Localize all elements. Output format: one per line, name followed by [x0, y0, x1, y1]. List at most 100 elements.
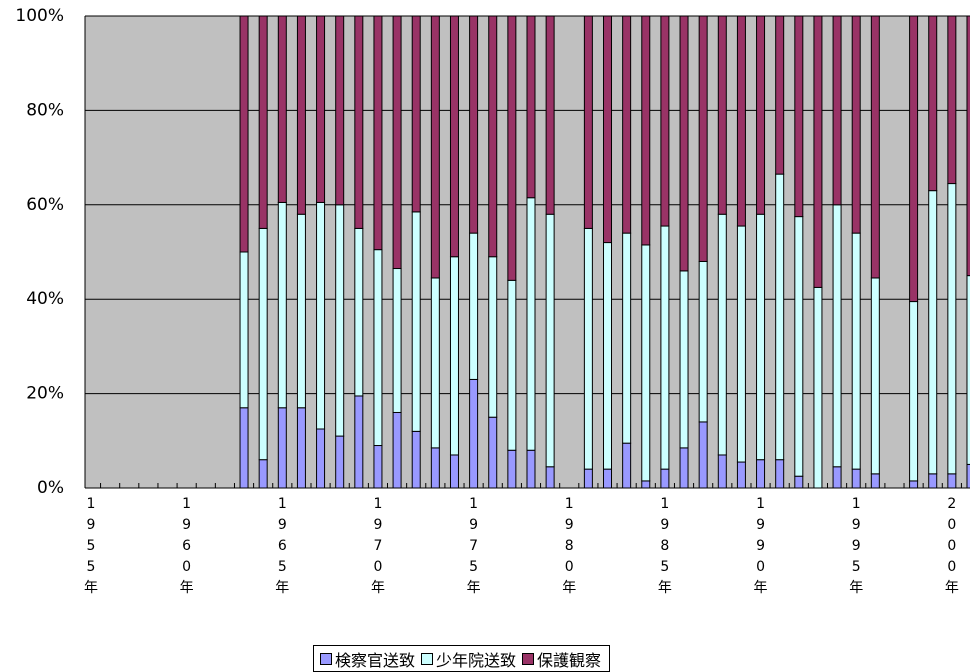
bar-segment — [622, 232, 632, 444]
bar-segment — [966, 15, 970, 277]
x-tick-label: 1970年 — [370, 496, 385, 596]
bar-segment — [507, 449, 517, 489]
legend-swatch — [320, 652, 332, 665]
legend-label: 検察官送致 — [335, 650, 416, 670]
bar-segment — [717, 15, 727, 215]
x-tick-label: 1955年 — [84, 496, 98, 596]
bar-segment — [603, 468, 613, 489]
bar-segment — [756, 213, 766, 461]
bar-segment — [832, 204, 842, 468]
bar-segment — [488, 15, 498, 258]
bar-segment — [966, 463, 970, 489]
legend-swatch — [421, 652, 434, 665]
bar-segment — [373, 249, 383, 447]
bar-segment — [794, 216, 804, 477]
bar-segment — [851, 15, 861, 234]
bar-segment — [354, 15, 364, 229]
y-tick-label: 40% — [26, 289, 64, 309]
bar-segment — [239, 251, 249, 409]
legend-label: 少年院送致 — [436, 650, 517, 670]
bar-segment — [583, 15, 593, 229]
y-tick-label: 100% — [15, 6, 64, 26]
bar-segment — [870, 277, 880, 475]
bar-segment — [258, 15, 268, 229]
bar-segment — [775, 15, 785, 175]
bar-segment — [870, 473, 880, 489]
bar-segment — [373, 15, 383, 251]
legend-item: 保護観察 — [522, 647, 601, 671]
bar-segment — [794, 15, 804, 218]
bar-segment — [469, 15, 479, 234]
bar-segment — [832, 466, 842, 489]
legend: 検察官送致 少年院送致 保護観察 — [313, 645, 611, 672]
bar-segment — [813, 286, 823, 489]
bar-segment — [239, 15, 249, 253]
bar-segment — [641, 480, 651, 489]
bar-segment — [698, 15, 708, 262]
bar-segment — [277, 201, 287, 409]
bar-segment — [909, 480, 919, 489]
x-tick-label: 1990年 — [753, 496, 768, 596]
y-tick-label: 20% — [26, 384, 64, 404]
bar-segment — [392, 15, 402, 270]
y-tick-label: 80% — [26, 100, 64, 120]
bar-segment — [698, 260, 708, 423]
bar-segment — [316, 428, 326, 489]
bar-segment — [679, 270, 689, 449]
bar-segment — [698, 421, 708, 489]
bar-segment — [296, 407, 306, 489]
bar-segment — [526, 197, 536, 451]
bar-segment — [316, 15, 326, 203]
bar-segment — [373, 445, 383, 489]
bar-segment — [736, 15, 746, 227]
bar-segment — [335, 435, 345, 489]
bar-segment — [622, 442, 632, 489]
x-tick-label: 1965年 — [275, 496, 290, 596]
x-tick-label: 1960年 — [179, 496, 194, 596]
bar-segment — [679, 447, 689, 489]
bar-segment — [392, 411, 402, 489]
bar-segment — [928, 190, 938, 475]
bar-segment — [411, 211, 421, 432]
bar-segment — [258, 227, 268, 461]
x-tick-label: 1980年 — [562, 496, 577, 596]
bar-segment — [354, 395, 364, 489]
bar-segment — [641, 244, 651, 482]
bar-segment — [449, 15, 459, 258]
x-tick-label: 1995年 — [849, 496, 864, 596]
legend-item: 検察官送致 — [320, 647, 415, 671]
bar-segment — [870, 15, 880, 279]
bar-segment — [947, 473, 957, 489]
bar-segment — [756, 459, 766, 489]
bar-segment — [392, 268, 402, 413]
bar-segment — [909, 15, 919, 303]
bar-segment — [679, 15, 689, 272]
bar-segment — [258, 459, 268, 489]
bar-segment — [583, 468, 593, 489]
bar-segment — [947, 183, 957, 475]
bar-segment — [277, 15, 287, 203]
bar-segment — [296, 213, 306, 409]
legend-item: 少年院送致 — [421, 647, 516, 671]
bar-segment — [526, 449, 536, 489]
bar-segment — [469, 378, 479, 489]
bar-segment — [239, 407, 249, 489]
bar-segment — [622, 15, 632, 234]
bar-segment — [966, 275, 970, 465]
legend-swatch — [522, 652, 535, 665]
y-tick-label: 60% — [26, 195, 64, 215]
bar-segment — [851, 232, 861, 470]
bar-segment — [411, 15, 421, 213]
bar-segment — [603, 15, 613, 244]
bar-segment — [832, 15, 842, 206]
bar-segment — [449, 454, 459, 489]
bar-segment — [430, 277, 440, 449]
bar-segment — [545, 213, 555, 468]
bar-segment — [928, 473, 938, 489]
bar-segment — [736, 225, 746, 463]
x-tick-label: 2000年 — [944, 496, 959, 596]
bar-segment — [756, 15, 766, 215]
bar-segment — [947, 15, 957, 185]
